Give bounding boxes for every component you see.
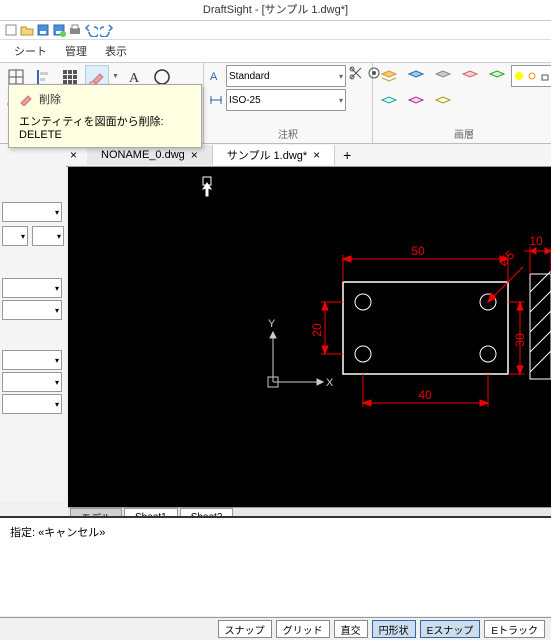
dimensions bbox=[321, 247, 551, 407]
dim-style-icon bbox=[208, 92, 224, 108]
lock-icon bbox=[540, 71, 550, 81]
axis-y-label: Y bbox=[268, 318, 276, 330]
dim-right: 30 bbox=[513, 333, 527, 347]
drawing-canvas[interactable]: X Y bbox=[68, 167, 551, 507]
ucs-icon bbox=[268, 332, 323, 387]
tooltip-title: 削除 bbox=[39, 91, 61, 107]
app-title: DraftSight - [サンプル 1.dwg*] bbox=[203, 4, 348, 16]
status-grid[interactable]: グリッド bbox=[276, 620, 330, 638]
save-icon[interactable] bbox=[36, 23, 50, 37]
ld-combo-7[interactable]: ▾ bbox=[2, 372, 62, 392]
new-icon[interactable] bbox=[4, 23, 18, 37]
tooltip: 削除 エンティティを図面から削除: DELETE bbox=[8, 84, 202, 148]
layer-iso-btn[interactable] bbox=[377, 91, 401, 115]
undo-icon[interactable] bbox=[84, 23, 98, 37]
ld-combo-1[interactable]: ▾ bbox=[2, 202, 62, 222]
hole-tl bbox=[355, 294, 371, 310]
drawing-svg: X Y bbox=[68, 167, 551, 507]
hole-bl bbox=[355, 346, 371, 362]
dim-bottom: 40 bbox=[418, 388, 432, 402]
ld-combo-8[interactable]: ▾ bbox=[2, 394, 62, 414]
tooltip-desc: エンティティを図面から削除: DELETE bbox=[19, 113, 191, 141]
sun-icon bbox=[527, 71, 537, 81]
open-icon[interactable] bbox=[20, 23, 34, 37]
status-polar[interactable]: 円形状 bbox=[372, 620, 416, 638]
doc-tab-1-label: NONAME_0.dwg bbox=[101, 149, 185, 161]
layer-prev-btn[interactable] bbox=[431, 91, 455, 115]
layer-combo[interactable]: Dimention ▾ bbox=[511, 65, 551, 87]
layer-more-btn[interactable] bbox=[485, 65, 509, 89]
dim-style-value: ISO-25 bbox=[229, 95, 261, 106]
layer-state-btn[interactable] bbox=[404, 65, 428, 89]
doc-tab-1[interactable]: NONAME_0.dwg × bbox=[87, 145, 213, 165]
text-style-icon: A bbox=[208, 68, 224, 84]
status-ortho[interactable]: 直交 bbox=[334, 620, 368, 638]
dim-right2: 10 bbox=[529, 234, 543, 248]
redo-icon[interactable] bbox=[100, 23, 114, 37]
doc-tab-2-label: サンプル 1.dwg* bbox=[227, 147, 307, 163]
print-icon[interactable] bbox=[68, 23, 82, 37]
side-view bbox=[530, 271, 551, 379]
ld-combo-6[interactable]: ▾ bbox=[2, 350, 62, 370]
doc-tab-1-close[interactable]: × bbox=[191, 148, 198, 162]
scissors-icon[interactable] bbox=[348, 65, 364, 81]
left-dock: ▾ ▾ ▾ ▾ ▾ ▾ ▾ ▾ bbox=[0, 162, 66, 502]
dim-style-combo[interactable]: ISO-25▾ bbox=[226, 89, 346, 111]
ld-combo-5[interactable]: ▾ bbox=[2, 300, 62, 320]
menu-tabs: シート 管理 表示 bbox=[0, 40, 551, 63]
bulb-icon bbox=[514, 71, 524, 81]
saveas-icon[interactable] bbox=[52, 23, 66, 37]
dim-left: 20 bbox=[310, 323, 324, 337]
axis-x-label: X bbox=[326, 377, 334, 389]
status-etrack[interactable]: Eトラック bbox=[484, 620, 545, 638]
panel-layers: Dimention ▾ 画層 bbox=[373, 63, 551, 143]
status-esnap[interactable]: Eスナップ bbox=[420, 620, 481, 638]
panel-annot-label: 注釈 bbox=[204, 129, 372, 143]
cursor-icon bbox=[203, 177, 211, 196]
title-bar: DraftSight - [サンプル 1.dwg*] bbox=[0, 0, 551, 21]
close-panel-x[interactable]: × bbox=[60, 148, 87, 162]
layer-freeze-btn[interactable] bbox=[431, 65, 455, 89]
text-style-value: Standard bbox=[229, 71, 270, 82]
dim-top: 50 bbox=[411, 244, 425, 258]
layer-props-btn[interactable] bbox=[377, 65, 401, 89]
layer-match-btn[interactable] bbox=[404, 91, 428, 115]
new-tab-btn[interactable]: + bbox=[335, 147, 359, 163]
quick-access-toolbar bbox=[0, 21, 551, 40]
ld-combo-4[interactable]: ▾ bbox=[2, 278, 62, 298]
tab-sheet[interactable]: シート bbox=[14, 43, 47, 59]
tab-manage[interactable]: 管理 bbox=[65, 43, 87, 59]
ld-combo-3[interactable]: ▾ bbox=[32, 226, 64, 246]
layer-off-btn[interactable] bbox=[458, 65, 482, 89]
text-style-combo[interactable]: Standard▾ bbox=[226, 65, 346, 87]
eraser-icon bbox=[19, 92, 33, 106]
ld-combo-2[interactable]: ▾ bbox=[2, 226, 28, 246]
tab-view[interactable]: 表示 bbox=[105, 43, 127, 59]
command-line[interactable]: 指定: «キャンセル» bbox=[0, 516, 551, 616]
panel-annotation: A Standard▾ ISO-25▾ 注釈 bbox=[204, 63, 373, 143]
command-text: 指定: «キャンセル» bbox=[10, 524, 541, 540]
status-snap[interactable]: スナップ bbox=[218, 620, 272, 638]
doc-tab-2-close[interactable]: × bbox=[313, 148, 320, 162]
panel-layers-label: 画層 bbox=[373, 129, 551, 143]
svg-text:A: A bbox=[210, 71, 218, 83]
dim-dia: Ø5 bbox=[496, 248, 517, 269]
hole-br bbox=[480, 346, 496, 362]
doc-tab-2[interactable]: サンプル 1.dwg* × bbox=[213, 145, 335, 165]
status-bar: スナップ グリッド 直交 円形状 Eスナップ Eトラック bbox=[0, 617, 551, 640]
